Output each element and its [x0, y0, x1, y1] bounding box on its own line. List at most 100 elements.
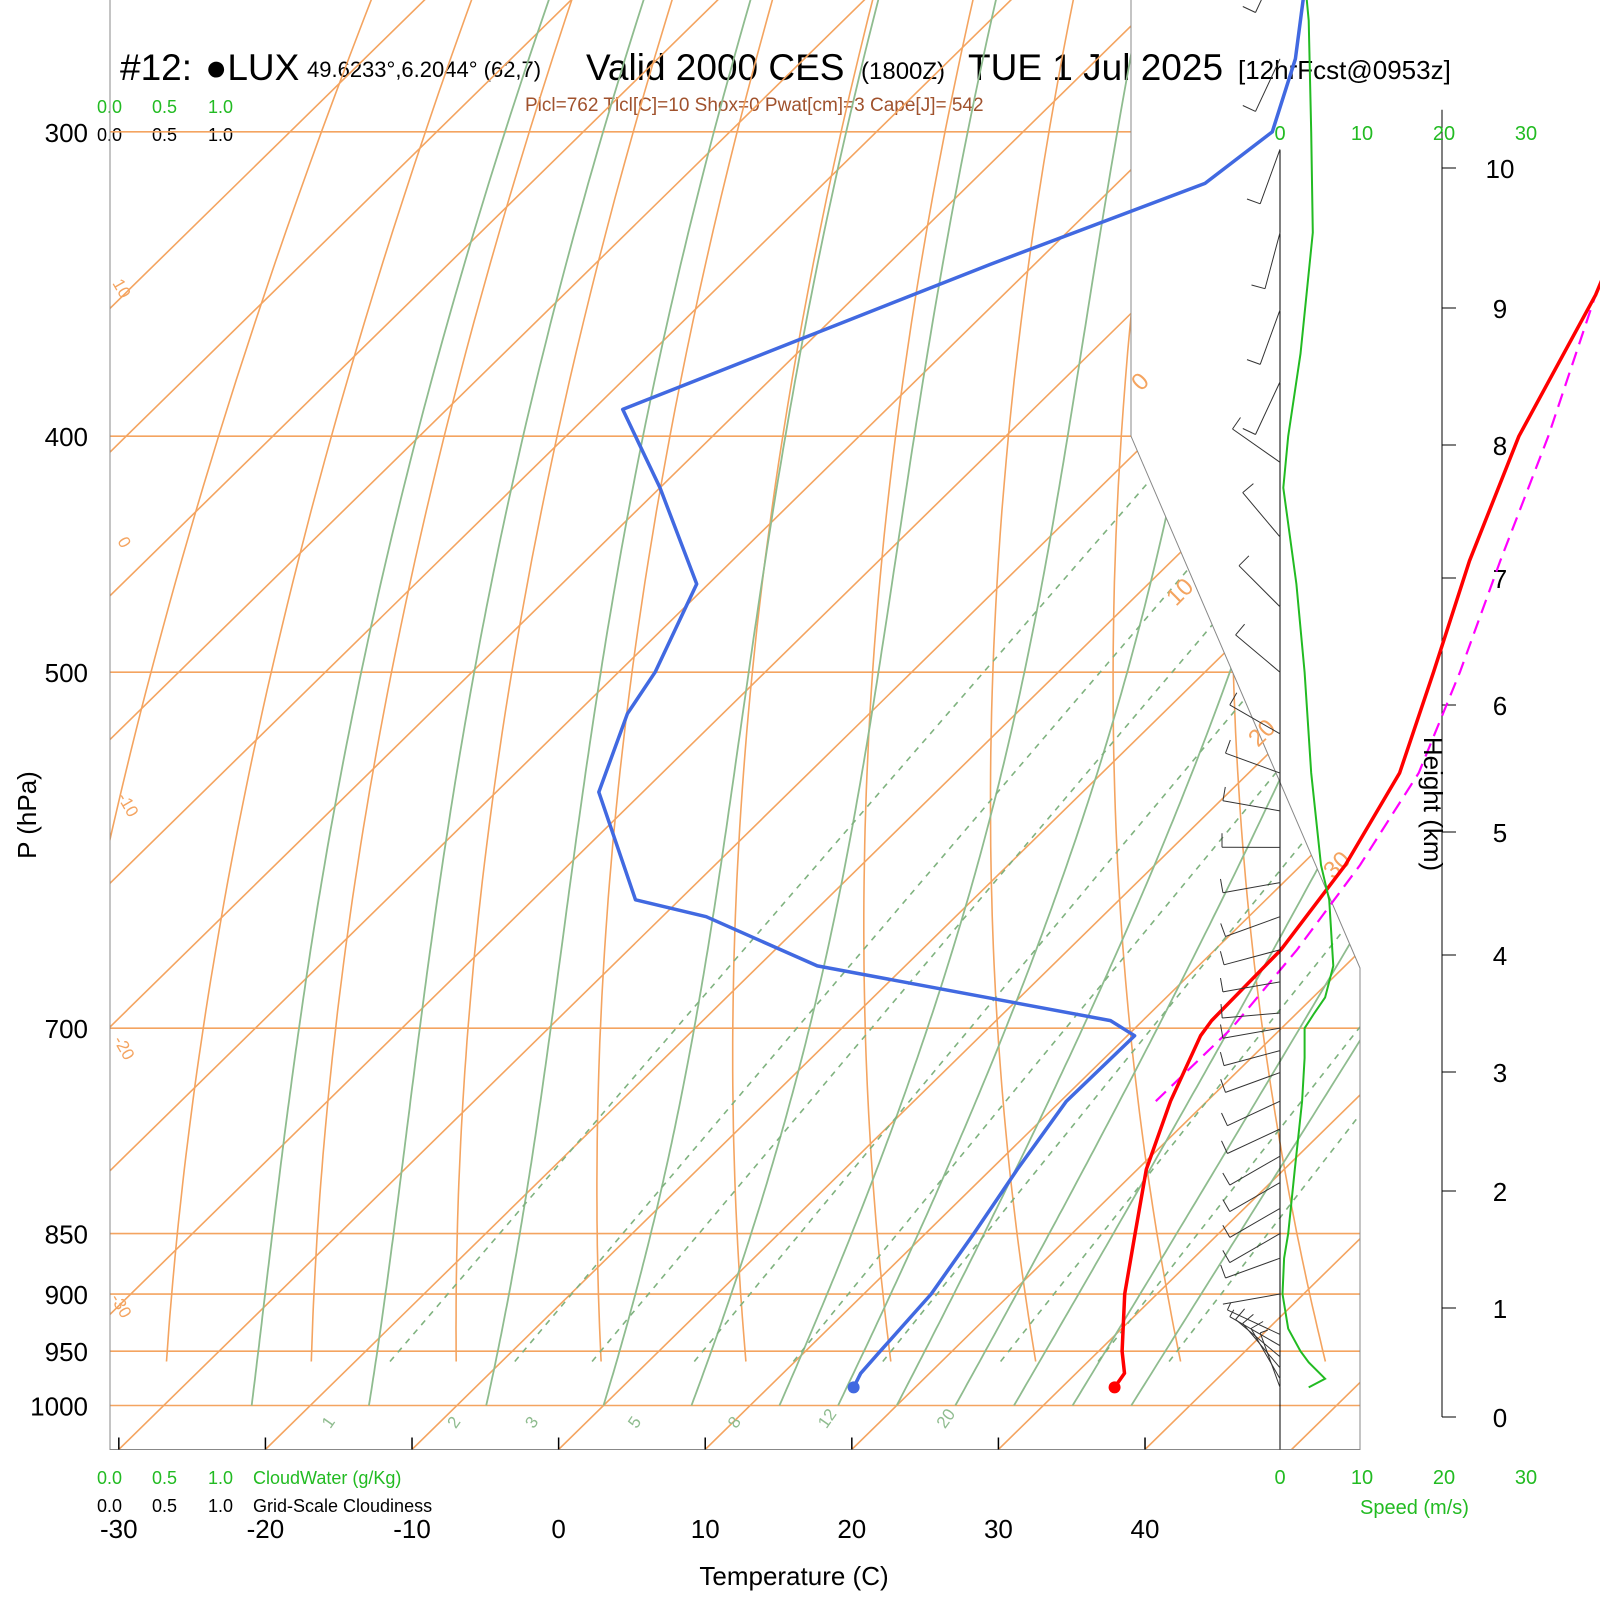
wind-barb-flag	[1246, 359, 1261, 365]
isotherm-label: 10	[1161, 573, 1199, 611]
speed-tick-top: 30	[1515, 123, 1537, 145]
wind-barb-staff	[1222, 882, 1281, 894]
wind-barb-staff	[1227, 1100, 1281, 1127]
dry-adiabat-line	[165, 0, 496, 1362]
wind-barb	[1222, 1293, 1281, 1305]
height-tick-label: 10	[1486, 154, 1515, 184]
dry-adiabat-line	[110, 0, 398, 1362]
wind-barb	[1222, 1233, 1281, 1264]
wind-barb-staff	[1242, 492, 1281, 538]
wind-barb-flag	[1219, 1051, 1225, 1066]
wind-barb	[1235, 623, 1281, 673]
wind-barb	[1220, 878, 1281, 894]
wind-barb	[1222, 1155, 1281, 1186]
wind-barb-flag	[1221, 1112, 1228, 1126]
isotherm-line	[110, 0, 1360, 1450]
temperature-tick-label: -10	[393, 1514, 431, 1544]
x-axis-title: Temperature (C)	[699, 1561, 888, 1591]
wind-barb-flag	[1232, 417, 1241, 430]
wind-barb	[1229, 692, 1281, 735]
height-tick-label: 1	[1493, 1294, 1507, 1324]
wind-barb	[1220, 978, 1281, 993]
moist-adiabat-line	[602, 0, 896, 1406]
wind-barb-flag	[1251, 284, 1266, 290]
pressure-tick-label: 950	[45, 1337, 88, 1367]
wind-barb-flag	[1229, 1309, 1235, 1317]
pressure-tick-label: 700	[45, 1014, 88, 1044]
speed-tick-bottom: 20	[1433, 1467, 1455, 1489]
speed-tick-top: 20	[1433, 123, 1455, 145]
isotherm-label: -10	[114, 790, 143, 821]
y-axis-title: P (hPa)	[12, 771, 42, 859]
wind-barb-flag	[1225, 739, 1231, 754]
wind-barb	[1222, 786, 1281, 812]
wind-barb-flag	[1238, 555, 1250, 567]
wind-barb-staff	[1238, 565, 1281, 608]
moist-adiabat-line	[954, 0, 1360, 1406]
dry-adiabat-line	[1567, 0, 1600, 1361]
isotherm-line	[264, 0, 1360, 1450]
wind-barb-staff	[1223, 949, 1281, 966]
wind-barb-staff	[1259, 309, 1281, 365]
wind-barb-staff	[1255, 381, 1281, 435]
dry-adiabat-line	[1459, 0, 1600, 1361]
wind-barb	[1232, 417, 1281, 463]
isotherm-line	[110, 0, 1074, 1450]
wind-barb	[1220, 1004, 1281, 1019]
wind-barb-staff	[1235, 634, 1281, 673]
moist-adiabat-line	[1071, 0, 1360, 1406]
speed-tick-top: 10	[1351, 123, 1373, 145]
wind-barb-flag	[1222, 1172, 1231, 1186]
wind-barb-staff	[1264, 232, 1281, 289]
temperature-tick-label: 0	[551, 1514, 565, 1544]
height-axis-title: Height (km)	[1418, 737, 1448, 871]
isotherm-line	[1144, 0, 1360, 1450]
mixing-ratio-label: 12	[814, 1405, 840, 1431]
station-name: ●LUX	[205, 47, 299, 88]
wind-barb-staff	[1222, 800, 1281, 812]
mixing-ratio-line	[693, 435, 1360, 1363]
dry-adiabat-line	[455, 0, 693, 1362]
wind-barb	[1242, 381, 1281, 435]
wind-barb-staff	[1222, 1027, 1281, 1039]
pressure-tick-label: 400	[45, 422, 88, 452]
pressure-tick-label: 500	[45, 658, 88, 688]
wind-barb-flag	[1220, 923, 1226, 937]
wind-barb	[1242, 0, 1262, 13]
wind-barb-flag	[1242, 428, 1256, 435]
surface-dewpoint-dot	[847, 1381, 860, 1394]
wind-barb	[1221, 833, 1281, 848]
wind-barb	[1229, 1309, 1281, 1347]
cloudwater-scale-top: 0.0 0.5 1.0 0.0 0.5 1.0	[97, 97, 233, 145]
cloudiness-tick: 1.0	[208, 125, 233, 145]
dry-adiabat-line	[731, 0, 891, 1362]
wind-barb	[1219, 1050, 1281, 1067]
wind-barb	[1220, 1072, 1281, 1093]
isotherm-line	[110, 0, 488, 1450]
wind-barb-flag	[1260, 1329, 1268, 1334]
isotherm-label: 20	[1243, 714, 1281, 752]
cloudwater-tick: 1.0	[208, 1468, 233, 1488]
mixing-ratio-line	[389, 435, 1190, 1363]
moist-adiabat-line	[778, 0, 1155, 1406]
wind-barb-flag	[1226, 1302, 1232, 1311]
cloudwater-tick: 0.5	[152, 1468, 177, 1488]
isotherm-label: -30	[107, 1291, 136, 1322]
wind-barb	[1251, 232, 1281, 290]
wind-barb-staff	[1222, 981, 1281, 993]
isotherm-line	[110, 0, 1360, 1450]
wind-barb	[1220, 1257, 1281, 1279]
cloudwater-tick: 1.0	[208, 97, 233, 117]
wind-barb-flag	[1222, 1250, 1231, 1263]
speed-axis-title: Speed (m/s)	[1360, 1497, 1469, 1519]
isotherm-line	[1438, 0, 1600, 1449]
wind-barb-staff	[1225, 752, 1281, 774]
wind-barb	[1259, 1329, 1281, 1388]
temperature-tick-label: 30	[984, 1514, 1013, 1544]
wind-barb-flag	[1220, 1004, 1223, 1019]
wind-barb-staff	[1227, 1309, 1281, 1335]
station-id: #12:	[120, 47, 192, 88]
wind-barb-staff	[1225, 916, 1281, 937]
wind-barb	[1225, 739, 1281, 774]
